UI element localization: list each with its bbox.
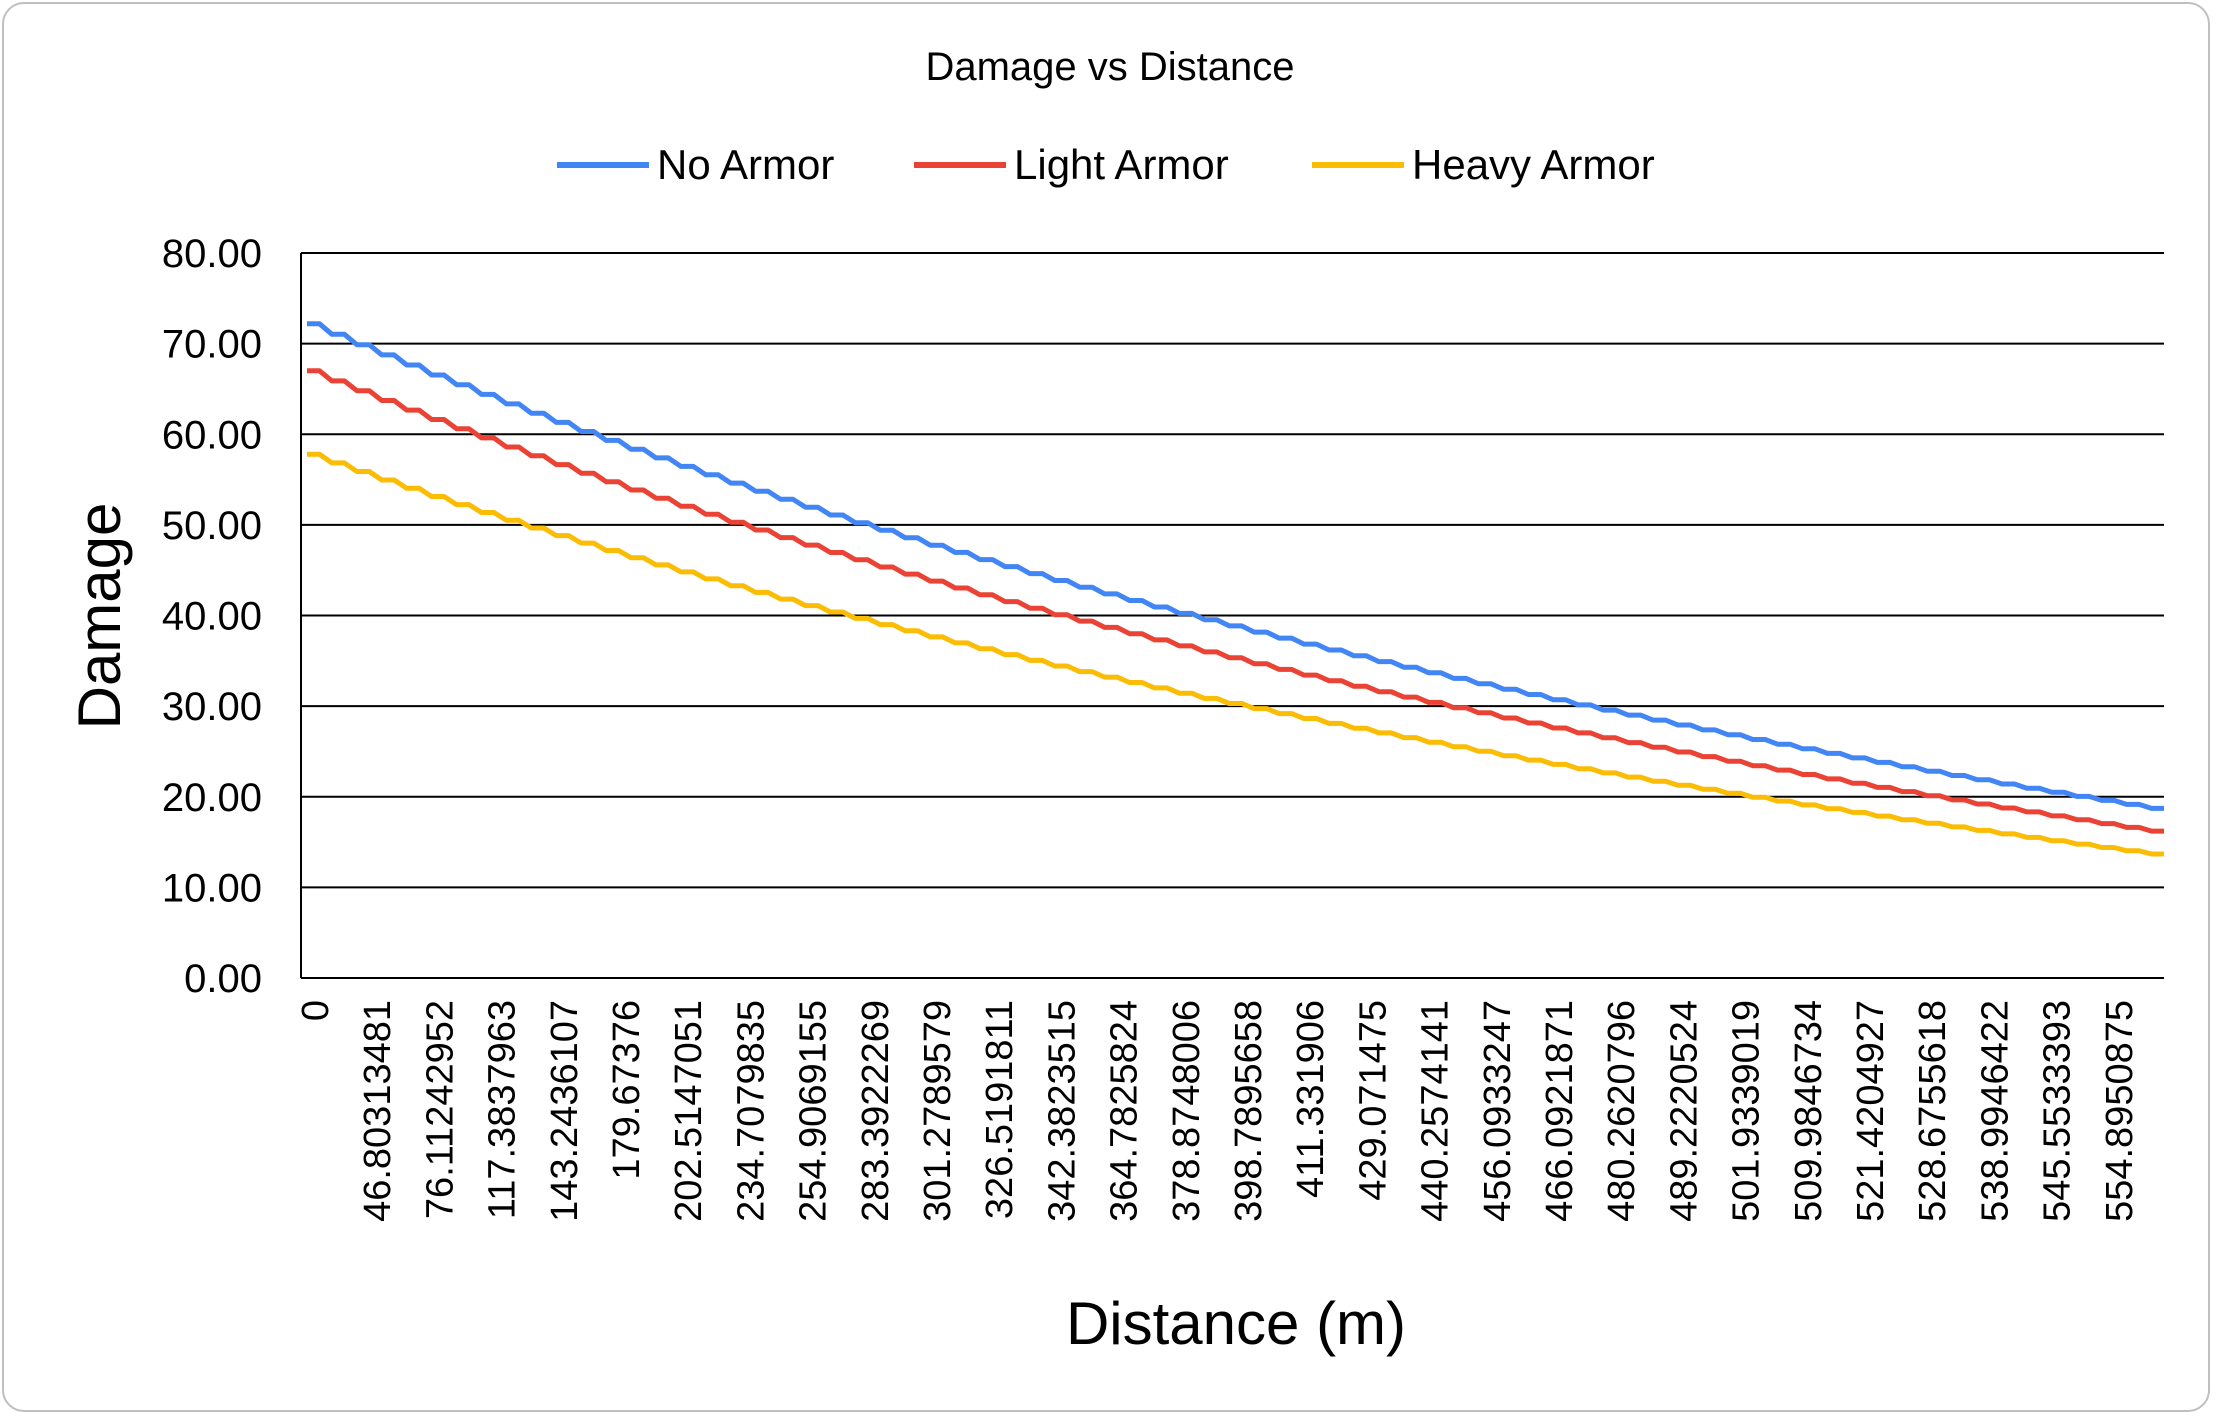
y-tick-label: 60.00 — [162, 413, 262, 457]
x-tick-label: 143.2436107 — [544, 1000, 586, 1222]
x-tick-label: 429.071475 — [1352, 1000, 1394, 1201]
x-tick-label: 283.3922269 — [855, 1000, 897, 1222]
y-tick-label: 70.00 — [162, 323, 262, 367]
x-tick-label: 440.2574141 — [1415, 1000, 1457, 1222]
x-tick-label: 254.9069155 — [793, 1000, 835, 1222]
x-tick-label: 480.2620796 — [1601, 1000, 1643, 1222]
x-tick-label: 364.7825824 — [1104, 1000, 1146, 1222]
x-tick-label: 521.4204927 — [1850, 1000, 1892, 1222]
x-tick-label: 46.80313481 — [357, 1000, 399, 1222]
legend-label: Heavy Armor — [1412, 141, 1655, 188]
x-tick-label: 202.5147051 — [668, 1000, 710, 1222]
x-tick-label: 76.11242952 — [419, 1000, 461, 1219]
y-axis-ticks: 0.00 10.00 20.00 30.00 40.00 50.00 60.00 70.00 8… — [162, 232, 262, 1001]
x-tick-label: 398.7895658 — [1228, 1000, 1270, 1222]
x-tick-label: 554.8950875 — [2099, 1000, 2141, 1222]
x-tick-label: 528.6755618 — [1912, 1000, 1954, 1222]
x-tick-label: 342.3823515 — [1041, 1000, 1083, 1222]
legend-label: No Armor — [657, 141, 834, 188]
chart-title: Damage vs Distance — [925, 45, 1294, 89]
x-tick-label: 456.0933247 — [1477, 1000, 1519, 1222]
x-tick-label: 545.5533393 — [2037, 1000, 2079, 1222]
gridlines — [300, 252, 2164, 979]
legend: No Armor Light Armor Heavy Armor — [557, 141, 1655, 188]
series-line-light-armor — [307, 368, 2164, 834]
x-tick-label: 538.9946422 — [1974, 1000, 2016, 1222]
y-tick-label: 10.00 — [162, 866, 262, 910]
x-tick-label: 117.3837963 — [482, 1000, 524, 1219]
line-chart: Damage vs Distance No Armor Light Armor He… — [66, 45, 2164, 1357]
y-tick-label: 80.00 — [162, 232, 262, 276]
series-lines — [307, 321, 2164, 857]
y-tick-label: 0.00 — [184, 957, 262, 1001]
x-tick-label: 301.2789579 — [917, 1000, 959, 1222]
x-tick-label: 378.8748006 — [1166, 1000, 1208, 1222]
x-axis-ticks: 0 46.80313481 76.11242952 117.3837963 143.24… — [295, 1000, 2141, 1222]
y-tick-label: 20.00 — [162, 776, 262, 820]
series-line-no-armor — [307, 321, 2164, 811]
x-tick-label: 501.9339019 — [1726, 1000, 1768, 1222]
y-tick-label: 50.00 — [162, 504, 262, 548]
x-tick-label: 411.331906 — [1290, 1000, 1332, 1198]
x-axis-label: Distance (m) — [1066, 1290, 1406, 1357]
x-tick-label: 466.0921871 — [1539, 1000, 1581, 1222]
y-tick-label: 40.00 — [162, 595, 262, 639]
x-tick-label: 509.9846734 — [1788, 1000, 1830, 1222]
x-tick-label: 179.67376 — [606, 1000, 648, 1180]
x-tick-label: 234.7079835 — [730, 1000, 772, 1222]
y-tick-label: 30.00 — [162, 685, 262, 729]
x-tick-label: 489.2220524 — [1663, 1000, 1705, 1222]
x-tick-label: 326.5191811 — [979, 1000, 1021, 1219]
y-axis-label: Damage — [66, 503, 133, 730]
x-tick-label: 0 — [295, 1000, 337, 1021]
legend-label: Light Armor — [1014, 141, 1229, 188]
series-line-heavy-armor — [307, 451, 2164, 857]
